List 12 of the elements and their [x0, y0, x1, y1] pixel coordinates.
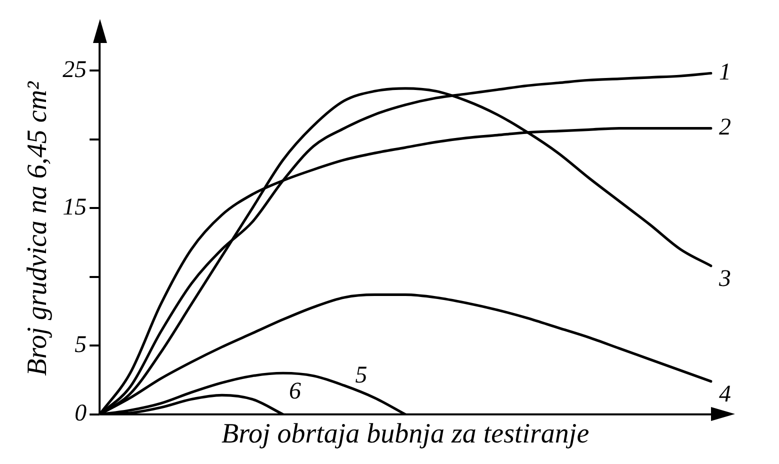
series-label: 2	[719, 114, 731, 141]
y-tick-label: 25	[62, 56, 87, 83]
y-axis-title: Broj grudvica na 6,45 cm²	[22, 80, 54, 376]
series-label: 4	[719, 382, 731, 408]
series-label: 5	[355, 362, 368, 389]
series-label: 3	[718, 266, 731, 292]
x-axis-title: Broj obrtaja bubnja za testiranje	[221, 418, 590, 450]
y-tick-label: 0	[74, 400, 87, 427]
y-tick-label: 5	[74, 332, 87, 358]
series-label: 6	[289, 378, 302, 405]
y-tick-label: 15	[62, 194, 87, 220]
series-label: 1	[719, 60, 731, 86]
